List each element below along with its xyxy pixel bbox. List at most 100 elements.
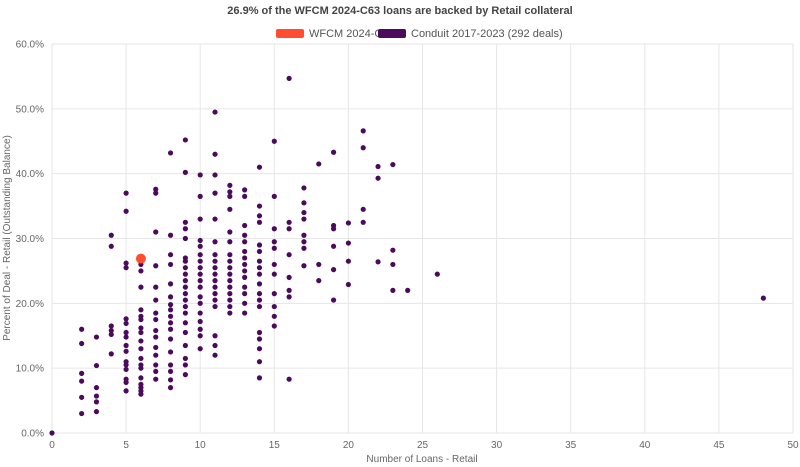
data-point-conduit[interactable] — [271, 271, 277, 277]
data-point-conduit[interactable] — [256, 303, 263, 310]
data-point-conduit[interactable] — [79, 326, 85, 332]
data-point-conduit[interactable] — [227, 291, 233, 297]
data-point-conduit[interactable] — [167, 349, 174, 355]
data-point-conduit[interactable] — [212, 239, 218, 245]
data-point-conduit[interactable] — [123, 329, 129, 336]
data-point-conduit[interactable] — [434, 271, 440, 277]
data-point-conduit[interactable] — [301, 185, 307, 191]
data-point-conduit[interactable] — [197, 252, 203, 258]
data-point-conduit[interactable] — [79, 370, 85, 376]
data-point-conduit[interactable] — [153, 190, 159, 196]
data-point-conduit[interactable] — [182, 219, 188, 225]
data-point-conduit[interactable] — [108, 323, 114, 329]
data-point-conduit[interactable] — [153, 186, 159, 192]
data-point-conduit[interactable] — [271, 291, 277, 297]
data-point-conduit[interactable] — [138, 307, 144, 313]
data-point-conduit[interactable] — [242, 300, 248, 306]
data-point-conduit[interactable] — [212, 284, 218, 290]
data-point-conduit[interactable] — [330, 243, 337, 249]
data-point-conduit[interactable] — [108, 351, 114, 357]
data-point-conduit[interactable] — [197, 237, 203, 244]
data-point-conduit[interactable] — [256, 291, 263, 297]
data-point-conduit[interactable] — [93, 334, 100, 340]
data-point-conduit[interactable] — [123, 320, 129, 327]
data-point-conduit[interactable] — [301, 232, 307, 238]
data-point-conduit[interactable] — [93, 393, 100, 399]
data-point-conduit[interactable] — [256, 265, 263, 271]
data-point-conduit[interactable] — [286, 274, 292, 280]
data-point-conduit[interactable] — [286, 252, 292, 258]
data-point-conduit[interactable] — [271, 239, 277, 245]
data-point-conduit[interactable] — [167, 302, 174, 308]
data-point-conduit[interactable] — [212, 303, 218, 310]
data-point-conduit[interactable] — [390, 161, 396, 168]
data-point-conduit[interactable] — [182, 284, 188, 290]
data-point-conduit[interactable] — [108, 331, 114, 338]
data-point-conduit[interactable] — [49, 430, 55, 436]
data-point-conduit[interactable] — [182, 169, 188, 175]
data-point-conduit[interactable] — [390, 287, 396, 293]
data-point-conduit[interactable] — [79, 378, 85, 384]
data-point-conduit[interactable] — [271, 261, 277, 268]
data-point-conduit[interactable] — [242, 268, 248, 274]
data-point-conduit[interactable] — [123, 334, 129, 340]
data-point-conduit[interactable] — [153, 344, 159, 351]
data-point-conduit[interactable] — [316, 161, 322, 167]
data-point-conduit[interactable] — [108, 232, 114, 238]
data-point-conduit[interactable] — [227, 271, 233, 277]
data-point-conduit[interactable] — [256, 297, 263, 303]
data-point-conduit[interactable] — [212, 190, 218, 196]
data-point-conduit[interactable] — [271, 226, 277, 232]
data-point-conduit[interactable] — [227, 193, 233, 199]
data-point-conduit[interactable] — [286, 219, 292, 225]
data-point-conduit[interactable] — [375, 259, 381, 265]
data-point-conduit[interactable] — [316, 278, 322, 284]
data-point-conduit[interactable] — [153, 334, 159, 340]
data-point-conduit[interactable] — [167, 232, 174, 238]
data-point-conduit[interactable] — [123, 376, 129, 382]
data-point-conduit[interactable] — [93, 409, 100, 415]
data-point-conduit[interactable] — [167, 320, 174, 326]
data-point-conduit[interactable] — [256, 359, 263, 365]
data-point-conduit[interactable] — [256, 164, 263, 170]
data-point-conduit[interactable] — [93, 362, 100, 369]
data-point-conduit[interactable] — [197, 271, 203, 277]
data-point-conduit[interactable] — [138, 313, 144, 319]
data-point-conduit[interactable] — [167, 281, 174, 287]
data-point-conduit[interactable] — [256, 203, 263, 209]
data-point-conduit[interactable] — [182, 355, 188, 362]
data-point-conduit[interactable] — [242, 193, 248, 199]
data-point-conduit[interactable] — [242, 274, 248, 280]
data-point-conduit[interactable] — [227, 310, 233, 316]
data-point-conduit[interactable] — [123, 316, 129, 322]
data-point-conduit[interactable] — [345, 220, 351, 226]
data-point-conduit[interactable] — [286, 294, 292, 300]
data-point-conduit[interactable] — [182, 303, 188, 310]
data-point-conduit[interactable] — [227, 265, 233, 271]
data-point-conduit[interactable] — [197, 278, 203, 284]
data-point-conduit[interactable] — [256, 242, 263, 248]
legend-item-conduit[interactable]: Conduit 2017-2023 (292 deals) — [378, 28, 563, 40]
data-point-conduit[interactable] — [108, 243, 114, 249]
data-point-conduit[interactable] — [197, 294, 203, 300]
data-point-conduit[interactable] — [167, 326, 174, 332]
data-point-conduit[interactable] — [93, 399, 100, 405]
data-point-conduit[interactable] — [212, 333, 218, 339]
data-point-conduit[interactable] — [390, 247, 396, 253]
data-point-conduit[interactable] — [138, 375, 144, 381]
data-point-conduit[interactable] — [271, 323, 277, 329]
data-point-conduit[interactable] — [212, 278, 218, 284]
data-point-conduit[interactable] — [256, 248, 263, 255]
data-point-conduit[interactable] — [167, 385, 174, 391]
data-point-conduit[interactable] — [242, 255, 248, 261]
data-point-conduit[interactable] — [345, 240, 351, 246]
data-point-wfcm[interactable] — [135, 253, 146, 264]
data-point-conduit[interactable] — [182, 271, 188, 277]
data-point-conduit[interactable] — [212, 297, 218, 303]
data-point-conduit[interactable] — [182, 320, 188, 326]
data-point-conduit[interactable] — [256, 329, 263, 336]
data-point-conduit[interactable] — [182, 255, 188, 261]
data-point-conduit[interactable] — [79, 340, 85, 347]
data-point-conduit[interactable] — [138, 268, 144, 274]
data-point-conduit[interactable] — [242, 261, 248, 268]
